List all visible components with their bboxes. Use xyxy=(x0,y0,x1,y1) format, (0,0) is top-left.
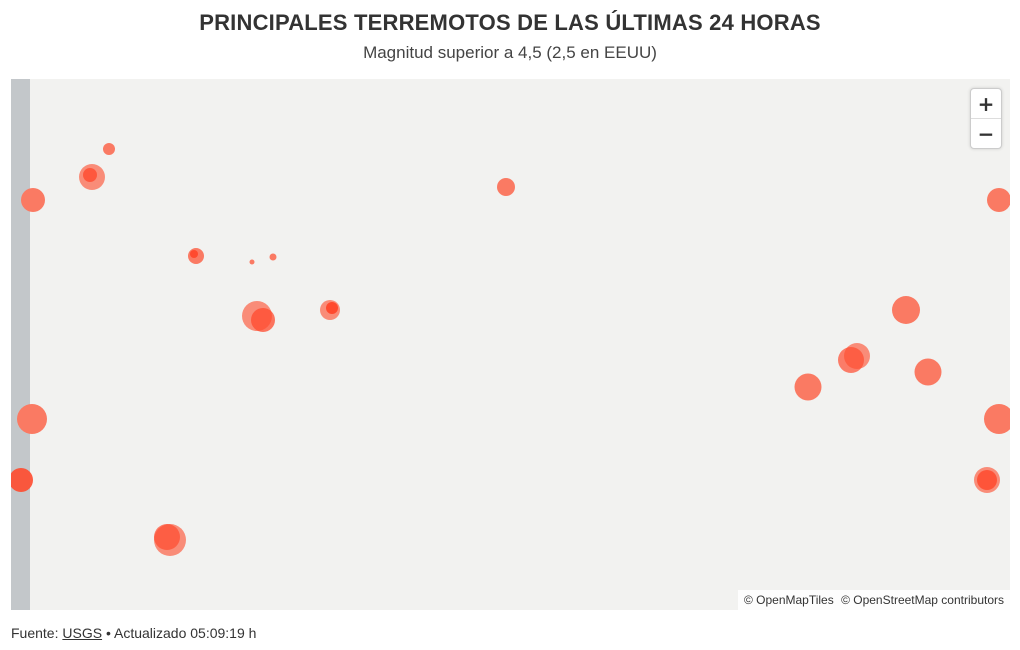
earthquake-marker[interactable] xyxy=(190,250,198,258)
earthquake-marker[interactable] xyxy=(984,404,1010,434)
earthquake-marker[interactable] xyxy=(892,296,920,324)
updated-time: Actualizado 05:09:19 h xyxy=(113,625,257,641)
earthquake-marker[interactable] xyxy=(838,347,864,373)
zoom-out-button[interactable]: − xyxy=(971,118,1001,148)
earthquake-map[interactable]: + − © OpenMapTiles © OpenStreetMap contr… xyxy=(11,79,1010,610)
earthquake-marker[interactable] xyxy=(103,143,115,155)
earthquake-marker[interactable] xyxy=(11,468,33,492)
earthquake-marker[interactable] xyxy=(17,404,47,434)
zoom-in-button[interactable]: + xyxy=(977,91,995,116)
zoom-control: + − xyxy=(970,88,1002,149)
earthquake-marker[interactable] xyxy=(251,308,275,332)
page-title: PRINCIPALES TERREMOTOS DE LAS ÚLTIMAS 24… xyxy=(199,10,821,35)
earthquake-marker[interactable] xyxy=(914,358,942,386)
earthquake-marker[interactable] xyxy=(497,178,515,196)
attribution-osm-link[interactable]: © OpenStreetMap contributors xyxy=(841,593,1004,607)
source-prefix: Fuente: xyxy=(11,625,59,641)
earthquake-marker[interactable] xyxy=(794,373,822,401)
map-land-coast xyxy=(11,79,30,610)
earthquake-marker[interactable] xyxy=(326,302,338,314)
earthquake-marker[interactable] xyxy=(987,188,1010,212)
earthquake-marker[interactable] xyxy=(21,188,45,212)
earthquake-marker[interactable] xyxy=(83,168,97,182)
map-attribution: © OpenMapTiles © OpenStreetMap contribut… xyxy=(737,590,1010,610)
source-link-usgs[interactable]: USGS xyxy=(62,625,103,641)
page-subtitle: Magnitud superior a 4,5 (2,5 en EEUU) xyxy=(363,43,657,62)
earthquake-marker[interactable] xyxy=(269,253,277,261)
earthquake-marker[interactable] xyxy=(977,470,997,490)
earthquake-marker[interactable] xyxy=(249,259,255,265)
footer: Fuente: USGS • Actualizado 05:09:19 h xyxy=(11,625,256,641)
attribution-openmaptiles-link[interactable]: © OpenMapTiles xyxy=(743,593,834,607)
footer-separator: • xyxy=(105,625,111,641)
earthquake-marker[interactable] xyxy=(154,524,180,550)
